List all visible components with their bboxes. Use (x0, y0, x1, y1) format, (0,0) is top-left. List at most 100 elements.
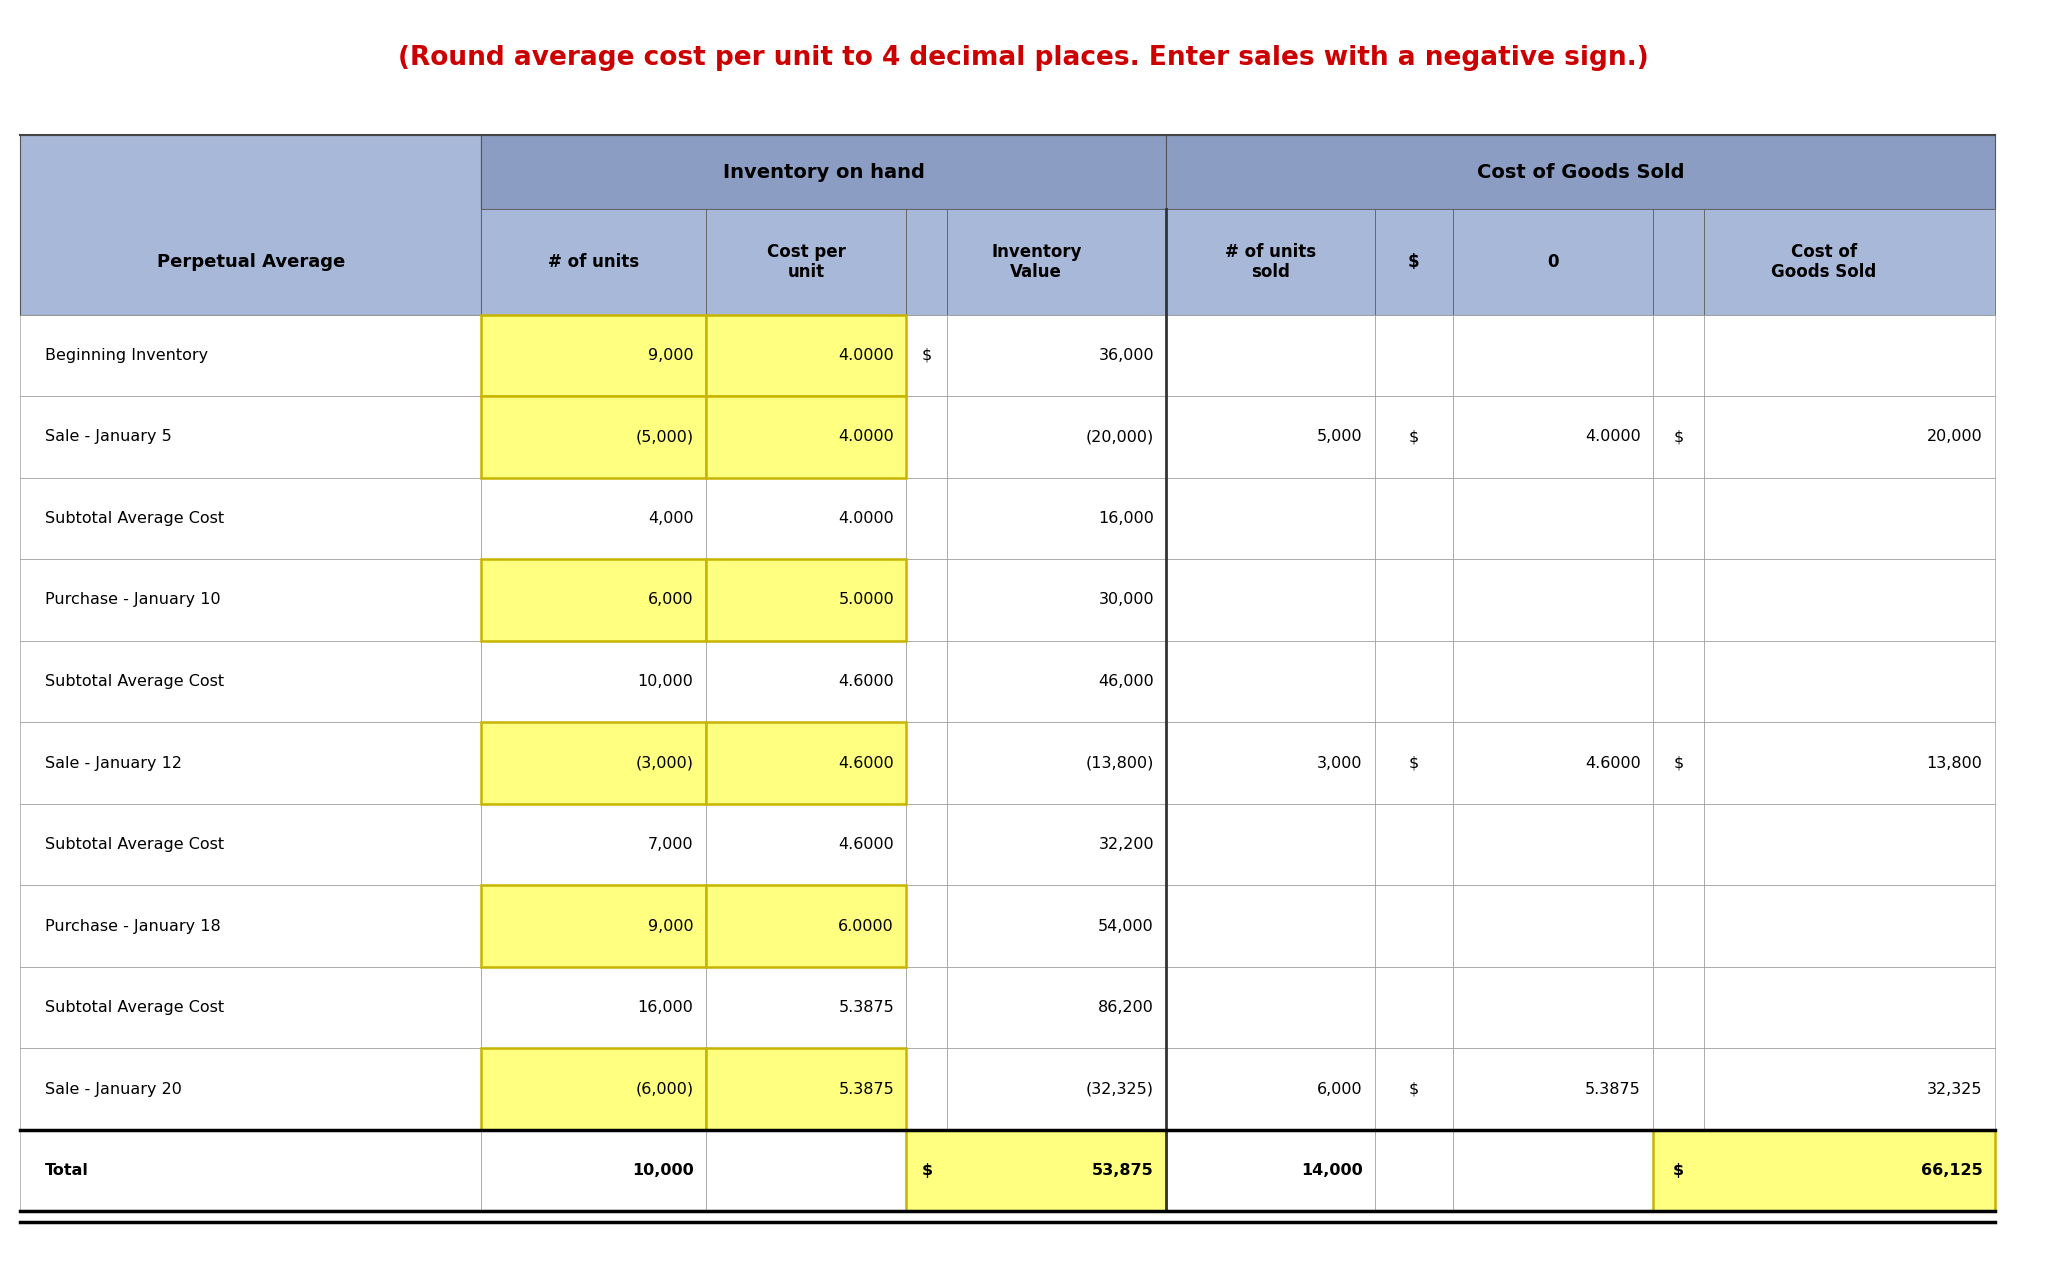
Bar (1653, 478, 1704, 560)
Bar (1453, 209, 1653, 315)
Bar (1166, 1130, 1375, 1212)
Bar (1704, 967, 1995, 1048)
Bar (1375, 641, 1453, 722)
Text: 6,000: 6,000 (1318, 1081, 1363, 1097)
Text: Subtotal Average Cost: Subtotal Average Cost (45, 1000, 225, 1016)
Bar (1166, 641, 1375, 722)
Bar (947, 1130, 1166, 1212)
Bar (1166, 967, 1375, 1048)
Bar (1375, 967, 1453, 1048)
Bar (706, 886, 906, 967)
Bar (1653, 560, 1704, 641)
Text: 4.0000: 4.0000 (839, 511, 894, 526)
Text: 30,000: 30,000 (1099, 592, 1154, 607)
Bar (481, 641, 706, 722)
Text: (13,800): (13,800) (1086, 755, 1154, 770)
Bar (947, 478, 1166, 560)
Bar (1453, 478, 1653, 560)
Bar (481, 886, 706, 967)
Bar (1166, 722, 1375, 804)
Text: $: $ (1408, 429, 1420, 444)
Bar (1166, 135, 1995, 209)
Text: 54,000: 54,000 (1099, 918, 1154, 933)
Text: 9,000: 9,000 (649, 348, 694, 363)
Bar (706, 641, 906, 722)
Text: Inventory
Value: Inventory Value (990, 243, 1082, 281)
Bar (20, 1048, 481, 1130)
Text: 86,200: 86,200 (1099, 1000, 1154, 1016)
Bar (1653, 395, 1704, 478)
Bar (481, 135, 1166, 209)
Text: $: $ (1408, 755, 1420, 770)
Bar (1704, 722, 1995, 804)
Bar (906, 722, 947, 804)
Bar (906, 641, 947, 722)
Bar (1166, 315, 1375, 395)
Text: 5.3875: 5.3875 (839, 1000, 894, 1016)
Bar (706, 560, 906, 641)
Text: # of units: # of units (548, 253, 638, 271)
Bar (481, 1048, 706, 1130)
Text: Sale - January 5: Sale - January 5 (45, 429, 172, 444)
Bar (1704, 209, 1995, 315)
Bar (1375, 315, 1453, 395)
Text: 4.6000: 4.6000 (839, 674, 894, 690)
Bar (706, 1048, 906, 1130)
Bar (706, 967, 906, 1048)
Text: 4.6000: 4.6000 (1586, 755, 1641, 770)
Text: Total: Total (45, 1163, 88, 1179)
Bar (1704, 315, 1995, 395)
Text: Cost of Goods Sold: Cost of Goods Sold (1477, 163, 1684, 181)
Text: Sale - January 20: Sale - January 20 (45, 1081, 182, 1097)
Bar (1653, 1130, 1995, 1212)
Text: $: $ (1674, 429, 1684, 444)
Bar (1653, 641, 1704, 722)
Bar (20, 1130, 481, 1212)
Bar (1375, 395, 1453, 478)
Bar (1166, 478, 1375, 560)
Bar (481, 804, 706, 886)
Bar (906, 478, 947, 560)
Bar (481, 722, 706, 804)
Bar (481, 395, 706, 478)
Text: 13,800: 13,800 (1927, 755, 1983, 770)
Bar (947, 395, 1166, 478)
Text: $: $ (1674, 755, 1684, 770)
Bar (1453, 315, 1653, 395)
Bar (481, 722, 706, 804)
Bar (906, 804, 947, 886)
Bar (20, 804, 481, 886)
Bar (947, 967, 1166, 1048)
Bar (706, 395, 906, 478)
Bar (706, 315, 906, 395)
Text: 14,000: 14,000 (1301, 1163, 1363, 1179)
Text: 6,000: 6,000 (649, 592, 694, 607)
Bar (1704, 886, 1995, 967)
Bar (481, 1048, 706, 1130)
Text: 66,125: 66,125 (1921, 1163, 1983, 1179)
Bar (481, 967, 706, 1048)
Bar (706, 560, 906, 641)
Text: # of units
sold: # of units sold (1226, 243, 1316, 281)
Bar (947, 1048, 1166, 1130)
Bar (706, 395, 906, 478)
Bar (906, 315, 947, 395)
Text: $: $ (921, 1163, 933, 1179)
Bar (1375, 886, 1453, 967)
Bar (481, 315, 706, 395)
Bar (481, 478, 706, 560)
Bar (481, 886, 706, 967)
Text: (32,325): (32,325) (1086, 1081, 1154, 1097)
Bar (481, 560, 706, 641)
Bar (1166, 560, 1375, 641)
Bar (947, 560, 1166, 641)
Bar (20, 135, 481, 315)
Text: $: $ (921, 348, 933, 363)
Bar (1453, 804, 1653, 886)
Text: 32,325: 32,325 (1927, 1081, 1983, 1097)
Bar (1166, 1048, 1375, 1130)
Bar (706, 722, 906, 804)
Text: Subtotal Average Cost: Subtotal Average Cost (45, 837, 225, 853)
Bar (906, 1130, 1166, 1212)
Text: (20,000): (20,000) (1086, 429, 1154, 444)
